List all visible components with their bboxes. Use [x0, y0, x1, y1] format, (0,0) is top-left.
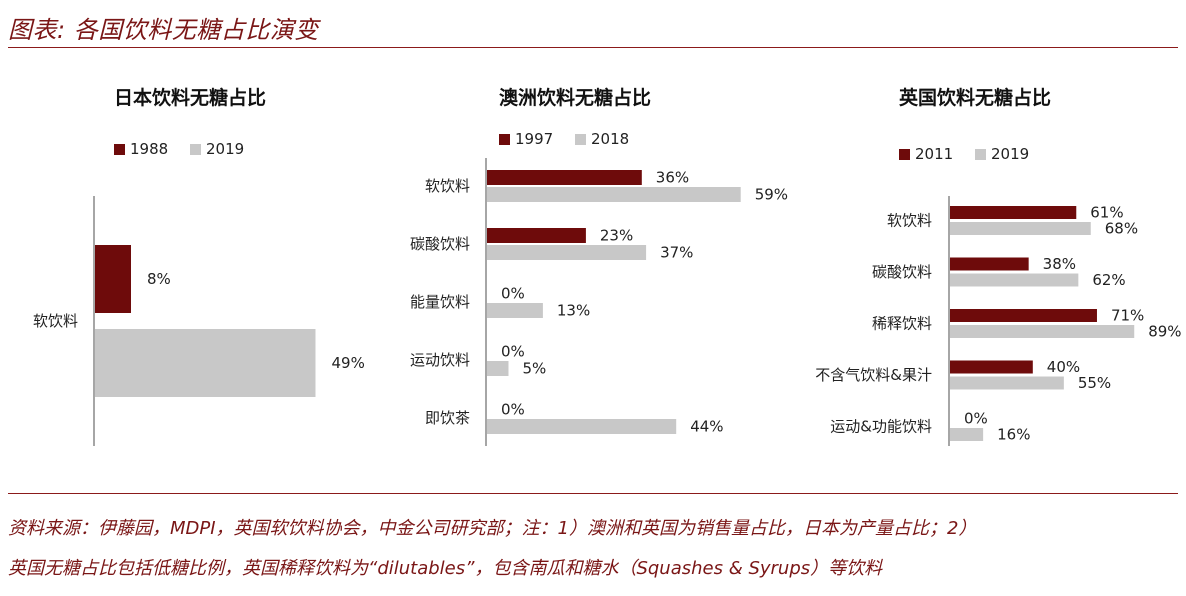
chart2-legend-label-2: 2018	[591, 130, 629, 148]
chart2-data-label: 36%	[656, 169, 689, 187]
chart3-data-label: 71%	[1111, 307, 1144, 325]
chart1-data-label: 8%	[147, 270, 171, 288]
chart1-legend-swatch-1	[114, 144, 125, 155]
chart3-category-label: 软饮料	[887, 212, 932, 230]
chart3-legend-label-1: 2011	[915, 145, 953, 163]
chart2-title: 澳洲饮料无糖占比	[499, 86, 651, 109]
chart2-bar-2018	[487, 303, 543, 318]
chart1-bar-1988	[95, 245, 131, 313]
chart3-bar-2019	[950, 428, 984, 441]
chart3-bar-2011	[950, 257, 1029, 271]
chart3-category-label: 稀释饮料	[872, 315, 932, 333]
chart3-bar-2019	[950, 222, 1091, 235]
chart3-bar-2019	[950, 376, 1064, 390]
chart3-data-label: 62%	[1092, 271, 1125, 289]
charts-canvas: 日本饮料无糖占比 1988 2019 软饮料 8% 49% 澳洲饮料无糖占比 1997 2018…	[33, 86, 1182, 446]
chart3-title: 英国饮料无糖占比	[899, 86, 1051, 109]
chart2-bar-2018	[487, 419, 677, 434]
chart2-legend-swatch-1	[499, 134, 510, 145]
chart2-category-label: 碳酸饮料	[410, 235, 470, 253]
chart3-bar-2011	[950, 206, 1077, 219]
chart2-data-label: 44%	[690, 418, 723, 436]
chart3-category-label: 碳酸饮料	[872, 263, 932, 281]
chart1-legend-label-2: 2019	[206, 140, 244, 158]
chart2-data-label: 13%	[557, 302, 590, 320]
chart2-legend-swatch-2	[575, 134, 586, 145]
chart3-data-label: 55%	[1078, 374, 1111, 392]
chart2-bar-1997	[487, 228, 586, 243]
chart2-category-label: 即饮茶	[425, 409, 470, 427]
chart2-bar-2018	[487, 361, 509, 376]
chart1-data-label: 49%	[332, 354, 365, 372]
chart3-bar-2011	[950, 360, 1033, 374]
chart2-bar-1997	[487, 170, 642, 185]
chart3-category-label: 运动&功能饮料	[830, 418, 932, 436]
chart2-legend-label-1: 1997	[515, 130, 553, 148]
chart3-data-label: 61%	[1090, 204, 1123, 222]
chart1-category-label: 软饮料	[33, 312, 78, 330]
chart3-category-label: 不含气饮料&果汁	[815, 366, 932, 384]
chart3-legend-swatch-1	[899, 149, 910, 160]
chart3-legend-swatch-2	[975, 149, 986, 160]
chart2-data-label: 0%	[501, 285, 525, 303]
chart1-bar-2019	[95, 329, 316, 397]
source-note-line-1: 资料来源：伊藤园，MDPI，英国软饮料协会，中金公司研究部；注：1）澳洲和英国为…	[8, 518, 977, 539]
chart3-data-label: 38%	[1043, 255, 1076, 273]
chart2-data-label: 23%	[600, 227, 633, 245]
source-note-line-2: 英国无糖占比包括低糖比例，英国稀释饮料为“dilutables”，包含南瓜和糖水…	[8, 558, 883, 579]
chart2-category-label: 能量饮料	[410, 293, 470, 311]
top-divider	[8, 47, 1178, 48]
chart2-bar-2018	[487, 187, 741, 202]
chart3-bar-2011	[950, 309, 1097, 322]
chart2-data-label: 5%	[523, 360, 547, 378]
chart2-category-label: 软饮料	[425, 177, 470, 195]
chart3-bar-2019	[950, 325, 1135, 338]
chart3-data-label: 89%	[1148, 323, 1181, 341]
chart2-category-label: 运动饮料	[410, 351, 470, 369]
chart2-data-label: 0%	[501, 401, 525, 419]
chart2-data-label: 0%	[501, 343, 525, 361]
chart2-data-label: 59%	[755, 186, 788, 204]
bottom-divider	[8, 493, 1178, 494]
chart1-legend-label-1: 1988	[130, 140, 168, 158]
figure-title: 图表: 各国饮料无糖占比演变	[8, 16, 319, 44]
chart2-bar-2018	[487, 245, 647, 260]
chart3-data-label: 68%	[1105, 220, 1138, 238]
chart2-data-label: 37%	[660, 244, 693, 262]
chart3-data-label: 16%	[997, 426, 1030, 444]
chart3-data-label: 0%	[964, 410, 988, 428]
chart3-data-label: 40%	[1047, 358, 1080, 376]
chart1-title: 日本饮料无糖占比	[114, 86, 266, 109]
chart3-legend-label-2: 2019	[991, 145, 1029, 163]
chart3-bar-2019	[950, 273, 1079, 287]
chart1-legend-swatch-2	[190, 144, 201, 155]
